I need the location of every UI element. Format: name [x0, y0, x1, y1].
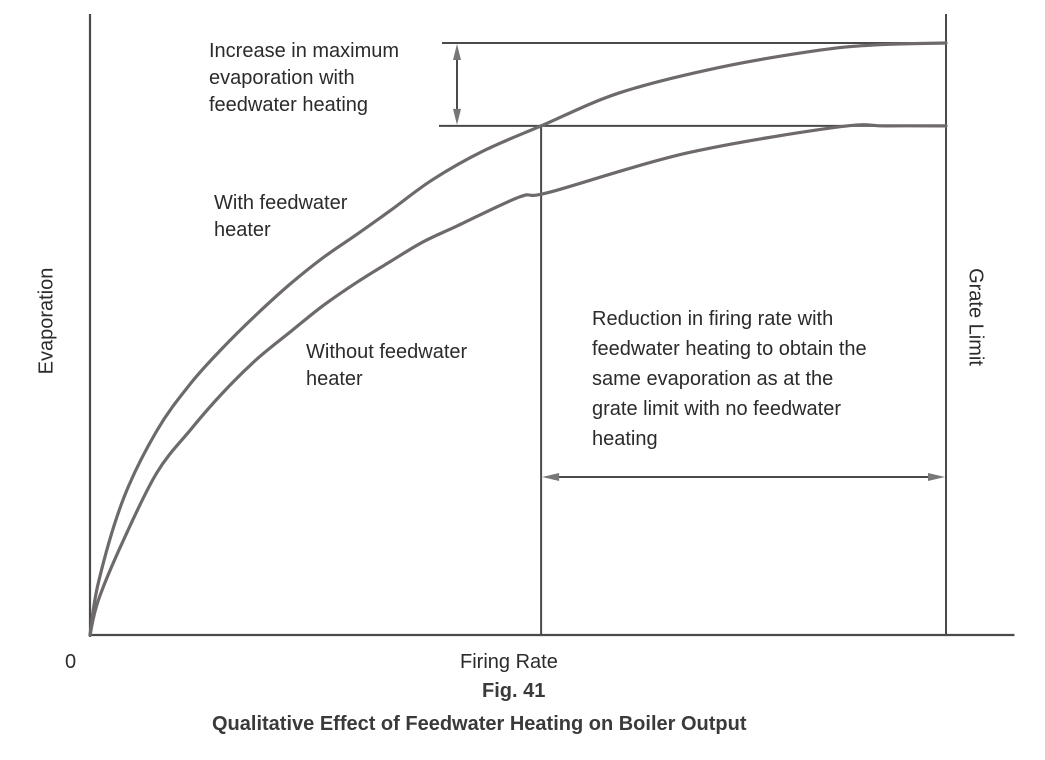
arrowhead-down — [453, 108, 461, 125]
reduction-annotation-line: grate limit with no feedwater — [592, 398, 842, 420]
series-label-without-feedwater-heater: Without feedwater heater — [306, 339, 467, 393]
grate-limit-label-text: Grate Limit — [964, 268, 987, 366]
increase-annotation-line: feedwater heating — [209, 94, 369, 116]
series-label-line: Without feedwater — [306, 341, 468, 363]
series-line-with-feedwater-heater — [88, 41, 948, 637]
increase-annotation: Increase in maximum evaporation with fee… — [209, 38, 399, 119]
x-axis-label: Firing Rate — [460, 651, 558, 673]
series-label-line: With feedwater — [214, 192, 348, 214]
reduction-double-arrow — [542, 473, 945, 481]
increase-annotation-line: evaporation with — [209, 67, 355, 89]
grate-limit-label: Grate Limit — [955, 252, 995, 382]
origin-label: 0 — [65, 651, 77, 673]
reduction-annotation-line: Reduction in firing rate with — [592, 308, 834, 330]
arrowhead-right — [928, 473, 945, 481]
increase-annotation-line: Increase in maximum — [209, 40, 400, 62]
increase-double-arrow — [453, 44, 461, 125]
reduction-annotation-line: same evaporation as at the — [592, 368, 834, 390]
reduction-annotation-line: heating — [592, 428, 658, 450]
series-line-without-feedwater-heater — [88, 123, 948, 637]
series-label-line: heater — [214, 219, 271, 241]
chart-title: Qualitative Effect of Feedwater Heating … — [212, 713, 747, 735]
arrowhead-up — [453, 44, 461, 60]
y-axis-label: Evaporation — [27, 256, 67, 386]
series-label-with-feedwater-heater: With feedwater heater — [214, 190, 347, 244]
figure-number: Fig. 41 — [482, 680, 546, 702]
y-axis-label-text: Evaporation — [35, 267, 58, 375]
reduction-annotation: Reduction in firing rate with feedwater … — [592, 304, 867, 454]
reduction-annotation-line: feedwater heating to obtain the — [592, 338, 867, 360]
arrowhead-left — [542, 473, 560, 481]
series-label-line: heater — [306, 368, 363, 390]
